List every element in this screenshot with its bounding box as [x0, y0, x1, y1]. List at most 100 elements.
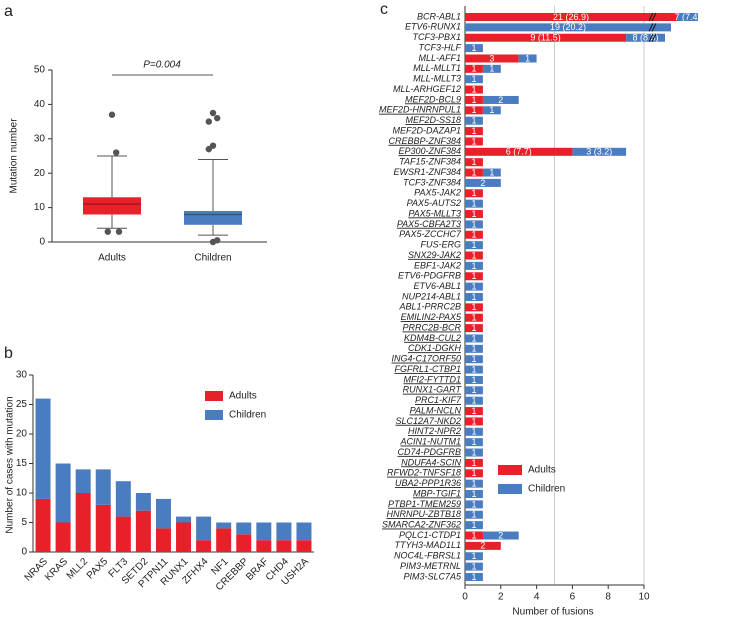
- row-label: ING4-C17ORF50: [391, 354, 461, 364]
- y-tick-label: 15: [16, 458, 28, 469]
- x-tick-label: PAX5: [85, 556, 111, 582]
- row-label: KDM4B-CUL2: [404, 333, 461, 343]
- value-label: 1: [471, 271, 476, 281]
- bar-segment: [465, 469, 483, 478]
- value-label: 1: [471, 416, 476, 426]
- axis-break: [651, 33, 657, 42]
- value-label: 1: [471, 520, 476, 530]
- bar-segment: [465, 324, 483, 333]
- bar-segment: [256, 540, 272, 552]
- row-label: RUNX1-GART: [403, 385, 463, 395]
- x-axis-label: Number of fusions: [512, 607, 593, 618]
- row-label: MEF2D-HNRNPUL1: [379, 105, 461, 115]
- value-label: 1: [489, 105, 494, 115]
- value-label: 1: [471, 468, 476, 478]
- y-tick-label: 30: [34, 133, 46, 144]
- value-label: 1: [471, 157, 476, 167]
- value-label: 1: [471, 333, 476, 343]
- bar-segment: [482, 168, 501, 177]
- bar-segment: [465, 33, 627, 42]
- value-label: 1: [471, 209, 476, 219]
- bar-segment: [465, 292, 483, 301]
- row-label: TCF3-PBX1: [412, 32, 461, 42]
- bar-segment: [115, 481, 131, 517]
- bar-segment: [465, 365, 483, 374]
- row-label: PTBP1-TMEM259: [388, 499, 461, 509]
- value-label: 1: [471, 84, 476, 94]
- value-label: 1: [471, 530, 476, 540]
- row-label: MEF2D-BCL9: [405, 94, 461, 104]
- bar-segment: [176, 522, 192, 552]
- bar-segment: [465, 386, 483, 395]
- value-label: 19 (20.2): [550, 22, 586, 32]
- value-label: 3: [489, 53, 494, 63]
- panel-letter: b: [4, 345, 13, 362]
- legend-label: Children: [229, 410, 266, 421]
- bar-segment: [465, 438, 483, 447]
- outlier: [205, 145, 212, 153]
- value-label: 1: [471, 313, 476, 323]
- row-label: BCR-ABL1: [417, 11, 461, 21]
- row-label: HINT2-NPR2: [408, 426, 461, 436]
- x-tick-label: Adults: [98, 253, 126, 264]
- row-label: PIM3-METRNL: [400, 561, 461, 571]
- bar-segment: [196, 540, 212, 552]
- outlier: [209, 238, 217, 246]
- row-label: ETV6-ABL1: [413, 281, 461, 291]
- row-label: ABL1-PRRC2B: [398, 302, 461, 312]
- bar-segment: [35, 498, 51, 552]
- value-label: 1: [471, 281, 476, 291]
- bar-segment: [465, 458, 483, 467]
- value-label: 2: [498, 95, 503, 105]
- axis-break: [648, 33, 654, 42]
- panel-letter: a: [4, 3, 13, 20]
- legend-label: Adults: [229, 391, 257, 402]
- value-label: 1: [471, 116, 476, 126]
- outlier: [113, 149, 120, 156]
- legend-swatch: [205, 391, 223, 401]
- y-tick-label: 10: [34, 202, 46, 213]
- row-label: EP300-ZNF384: [398, 146, 461, 156]
- value-label: 7 (7.4): [674, 12, 700, 22]
- row-label: TTYH3-MAD1L1: [394, 540, 461, 550]
- outlier: [209, 109, 217, 117]
- value-label: 1: [471, 396, 476, 406]
- value-label: 1: [471, 188, 476, 198]
- bar-segment: [296, 540, 312, 552]
- row-label: SNX29-JAK2: [408, 250, 461, 260]
- row-label: CREBBP-ZNF384: [388, 136, 461, 146]
- row-label: UBA2-PPP1R36: [395, 478, 461, 488]
- axis-break: [648, 12, 654, 22]
- bar-segment: [465, 396, 483, 405]
- x-tick-label: 0: [462, 592, 468, 603]
- bar-segment: [276, 540, 292, 552]
- bar-segment: [465, 541, 501, 550]
- row-label: PIM3-SLC7A5: [403, 571, 462, 581]
- bar-segment: [95, 504, 111, 552]
- bar-segment: [465, 344, 483, 353]
- row-label: PAX5-JAK2: [414, 188, 461, 198]
- row-label: FUS-ERG: [421, 240, 462, 250]
- bar-segment: [55, 522, 71, 552]
- row-label: SMARCA2-ZNF362: [382, 520, 461, 530]
- row-label: EBF1-JAK2: [414, 260, 461, 270]
- row-label: HNRNPU-ZBTB18: [386, 509, 461, 519]
- row-label: NDUFA4-SCIN: [401, 457, 461, 467]
- bar-segment: [465, 407, 483, 416]
- x-tick-label: 10: [638, 592, 650, 603]
- bar-segment: [276, 522, 292, 541]
- bar-segment: [95, 469, 111, 505]
- bar-segment: [465, 230, 483, 239]
- bar-segment: [465, 448, 483, 457]
- bar-segment: [465, 500, 483, 509]
- value-label: 1: [471, 250, 476, 260]
- x-tick-label: 4: [534, 592, 540, 603]
- value-label: 1: [471, 95, 476, 105]
- y-tick-label: 5: [21, 517, 27, 528]
- bar-segment: [236, 534, 252, 552]
- outlier: [115, 228, 123, 235]
- row-label: ETV6-RUNX1: [405, 22, 461, 32]
- value-label: 2: [480, 541, 485, 551]
- value-label: 1: [471, 375, 476, 385]
- value-label: 1: [471, 572, 476, 582]
